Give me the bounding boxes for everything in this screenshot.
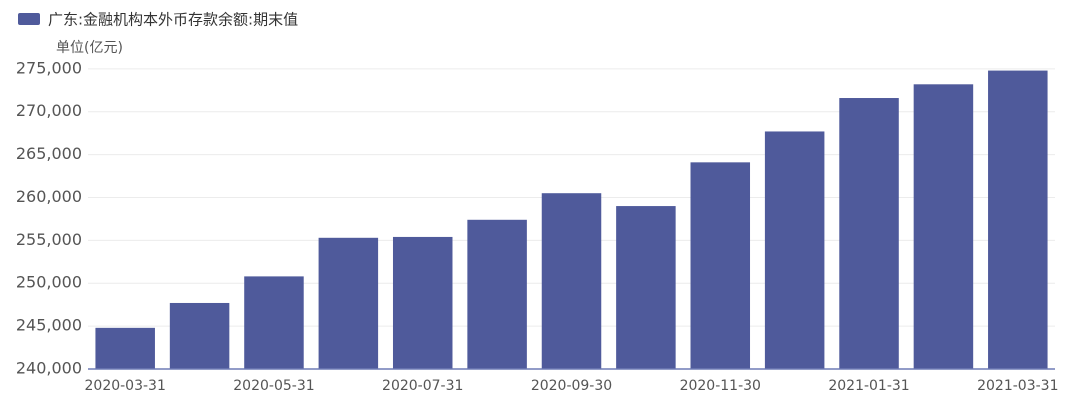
y-tick-label: 240,000	[16, 359, 82, 378]
bar	[467, 219, 527, 369]
x-tick-label: 2020-11-30	[680, 378, 761, 394]
bar	[764, 131, 825, 369]
bar	[169, 302, 230, 369]
bar	[616, 206, 676, 369]
bar	[244, 276, 304, 369]
bar	[839, 98, 899, 370]
x-tick-label: 2020-09-30	[531, 378, 612, 394]
unit-label: 单位(亿元)	[56, 40, 123, 56]
y-tick-label: 245,000	[16, 316, 82, 335]
y-tick-label: 250,000	[16, 273, 82, 292]
bar	[541, 193, 602, 369]
y-tick-label: 265,000	[16, 144, 82, 163]
y-tick-label: 255,000	[16, 230, 82, 249]
x-tick-label: 2021-01-31	[828, 378, 909, 394]
y-tick-label: 270,000	[16, 101, 82, 120]
bar	[988, 70, 1048, 370]
bar	[913, 84, 974, 369]
bar	[95, 327, 155, 369]
legend-label: 广东:金融机构本外币存款余额:期末值	[48, 11, 298, 29]
x-tick-label: 2021-03-31	[977, 378, 1058, 394]
bar	[690, 162, 751, 369]
y-tick-label: 260,000	[16, 187, 82, 206]
bar	[392, 236, 453, 369]
x-tick-label: 2020-03-31	[85, 378, 166, 394]
bar	[318, 237, 379, 369]
y-tick-label: 275,000	[16, 58, 82, 77]
x-tick-label: 2020-05-31	[233, 378, 314, 394]
x-tick-label: 2020-07-31	[382, 378, 463, 394]
legend-swatch	[18, 13, 40, 25]
